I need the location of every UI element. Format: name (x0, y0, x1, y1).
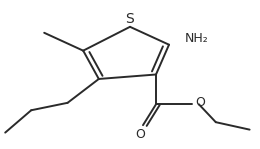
Text: O: O (195, 96, 205, 109)
Text: NH₂: NH₂ (185, 32, 208, 45)
Text: O: O (135, 128, 145, 141)
Text: S: S (126, 12, 134, 26)
